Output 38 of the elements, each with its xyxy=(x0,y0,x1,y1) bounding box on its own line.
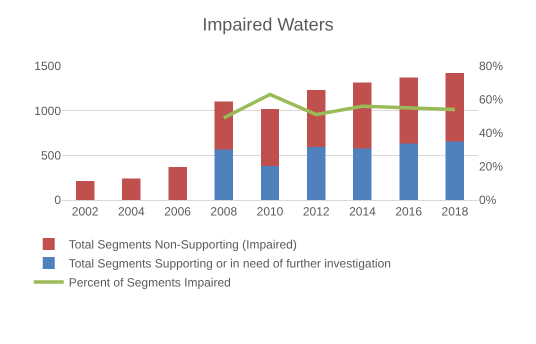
x-tick-label: 2012 xyxy=(302,204,330,218)
bar xyxy=(446,141,464,200)
bar xyxy=(260,166,280,200)
bar xyxy=(214,101,234,150)
y-tick-label: 1500 xyxy=(34,59,62,74)
bar xyxy=(168,166,187,200)
y-tick-label: 0 xyxy=(54,193,62,208)
bar xyxy=(306,146,326,200)
bar xyxy=(399,77,418,144)
y2-tick-label: 80% xyxy=(479,59,504,74)
bar xyxy=(122,178,141,200)
y2-tick-label: 40% xyxy=(479,126,504,140)
line-series xyxy=(222,92,457,120)
x-tick-label: 2018 xyxy=(442,204,469,218)
y2-tick-label: 0% xyxy=(479,193,497,208)
legend-label: Total Segments Supporting or in need of further investigation xyxy=(68,256,391,271)
bar xyxy=(214,150,234,200)
y-tick-label: 1000 xyxy=(34,104,62,118)
x-tick-label: 2004 xyxy=(118,204,145,218)
y-tick-label: 500 xyxy=(40,148,62,163)
x-tick-label: 2014 xyxy=(349,204,376,218)
chart-title: Impaired Waters xyxy=(202,14,334,34)
legend-label: Percent of Segments Impaired xyxy=(68,276,231,290)
bar xyxy=(399,143,418,200)
x-tick-label: 2010 xyxy=(256,204,284,218)
bar xyxy=(306,90,326,147)
bar xyxy=(353,82,372,149)
y2-tick-label: 60% xyxy=(479,92,504,107)
x-tick-label: 2008 xyxy=(210,204,238,218)
x-tick-label: 2002 xyxy=(72,204,99,218)
bar xyxy=(446,72,464,142)
legend-label: Total Segments Non-Supporting (Impaired) xyxy=(68,238,297,252)
bar xyxy=(353,148,372,200)
x-tick-label: 2016 xyxy=(395,204,422,218)
bar xyxy=(76,181,94,200)
bar xyxy=(260,108,280,166)
y2-tick-label: 20% xyxy=(479,160,504,174)
x-tick-label: 2006 xyxy=(164,204,192,218)
